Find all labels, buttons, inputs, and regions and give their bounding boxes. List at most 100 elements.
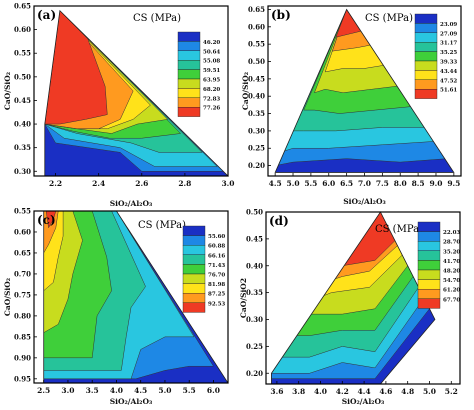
y-tick-label: 0.25 [248, 144, 265, 153]
legend-swatch [177, 50, 201, 61]
y-tick-label: 0.35 [248, 109, 265, 118]
plot-frame [265, 211, 461, 385]
legend-value: 39.33 [440, 60, 457, 66]
legend-value: 77.26 [203, 106, 220, 112]
x-tick-label: 5.0 [423, 387, 436, 396]
legend-value: 59.51 [203, 68, 220, 74]
legend-swatch [182, 302, 206, 313]
x-tick-label: 5.0 [158, 386, 171, 395]
y-tick-label: 0.90 [14, 353, 31, 362]
y-tick-label: 0.45 [246, 234, 263, 243]
legend-swatch [417, 298, 441, 309]
y-axis-label: CaO/SiO₂ [3, 72, 12, 110]
legend-swatch [182, 264, 206, 275]
y-tick-label: 0.25 [246, 342, 263, 351]
legend-swatch [414, 51, 438, 62]
legend-swatch [182, 225, 206, 236]
x-tick-label: 5.5 [183, 386, 196, 395]
legend-swatch [414, 70, 438, 81]
panel-a: 2.2 2.4 2.6 2.8 3.0 0.65 0.60 0.55 0.50 0.45 0.40 0… [3, 2, 235, 209]
y-tick-label: 0.35 [14, 143, 31, 152]
contour-bands [43, 211, 229, 383]
x-tick-label: 9.0 [429, 179, 442, 188]
legend-value: 87.25 [208, 292, 225, 298]
legend-swatch [414, 88, 438, 99]
x-tick-label: 3.6 [270, 387, 283, 396]
y-tick-label: 0.45 [14, 96, 31, 105]
legend-swatch [414, 23, 438, 33]
y-tick-label: 0.45 [248, 74, 265, 83]
plot-frame [33, 210, 229, 384]
legend-value: 61.20 [443, 288, 460, 294]
legend-swatch [177, 31, 201, 42]
y-axis-label: CaO/SiO₂ [241, 72, 250, 110]
legend-value: 51.61 [440, 88, 457, 94]
x-tick-label: 4.6 [379, 387, 392, 396]
legend-swatch [182, 244, 206, 255]
legend-value: 43.44 [440, 69, 457, 75]
legend-value: 60.88 [208, 244, 225, 250]
contour-bands [44, 10, 229, 176]
legend-swatch [177, 97, 201, 108]
x-tick-label: 3.0 [221, 179, 234, 188]
legend-value: 35.25 [440, 50, 457, 56]
legend-title: CS (MPa) [365, 13, 413, 24]
legend-value: 55.60 [208, 234, 225, 240]
legend-value: 76.70 [208, 273, 225, 279]
legend-swatch [417, 250, 441, 261]
x-tick-label: 4.8 [401, 387, 414, 396]
x-tick-label: 4.0 [314, 387, 327, 396]
y-tick-label: 0.40 [14, 120, 31, 129]
x-tick-label: 9.5 [447, 179, 460, 188]
plot-frame [33, 5, 229, 177]
legend-swatch [417, 289, 441, 300]
x-tick-label: 4.5 [134, 386, 147, 395]
contour-band-7 [43, 211, 59, 254]
legend-swatch [414, 42, 438, 52]
legend-title: CS (MPa) [375, 224, 423, 235]
x-tick-label: 4.4 [358, 387, 371, 396]
x-tick-label: 2.5 [37, 386, 50, 395]
legend-swatch [182, 254, 206, 265]
contour-band-8 [45, 211, 57, 229]
x-axis-label: SiO₂/Al₂O₃ [110, 199, 153, 208]
contour-bands [275, 9, 454, 173]
legend-swatch [182, 235, 206, 246]
x-tick-label: 4.5 [269, 179, 282, 188]
y-tick-label: 0.55 [248, 40, 265, 49]
y-tick-label: 0.65 [14, 248, 31, 257]
legend-swatch [177, 41, 201, 52]
x-axis-label: SiO₂/Al₂O₃ [110, 397, 153, 406]
y-tick-label: 0.85 [14, 332, 31, 341]
y-tick-label: 0.30 [14, 167, 31, 176]
legend-value: 46.20 [203, 40, 220, 46]
y-tick-label: 0.60 [248, 22, 265, 31]
legend-swatch [417, 279, 441, 290]
legend-value: 55.08 [203, 59, 220, 65]
legend-swatch [177, 106, 201, 117]
legend-value: 28.70 [443, 240, 460, 246]
legend-value: 27.09 [440, 31, 457, 37]
legend-title: CS (MPa) [133, 13, 181, 24]
panel-d: 3.6 3.8 4.0 4.2 4.4 4.6 4.8 5.0 5.2 0.50 0.45 0.40 0… [239, 208, 461, 406]
x-tick-label: 2.4 [92, 179, 105, 188]
x-tick-label: 7.5 [376, 179, 389, 188]
legend-swatch [182, 283, 206, 294]
legend-swatch [417, 269, 441, 280]
x-tick-label: 2.2 [49, 179, 62, 188]
legend-swatch [414, 60, 438, 71]
y-tick-label: 0.60 [14, 25, 31, 34]
legend-value: 41.70 [443, 259, 460, 265]
x-tick-label: 8.5 [412, 179, 425, 188]
panel-label: (b) [271, 8, 291, 22]
x-tick-label: 4.2 [336, 387, 349, 396]
legend-swatch [417, 260, 441, 271]
legend-swatch [177, 69, 201, 80]
x-tick-label: 3.5 [86, 386, 99, 395]
y-axis-label: CaO/SiO₂ [3, 278, 12, 316]
legend-title: CS (MPa) [138, 220, 186, 231]
legend-value: 35.20 [443, 249, 460, 255]
y-tick-label: 0.50 [248, 57, 265, 66]
panel-label: (a) [37, 8, 56, 22]
